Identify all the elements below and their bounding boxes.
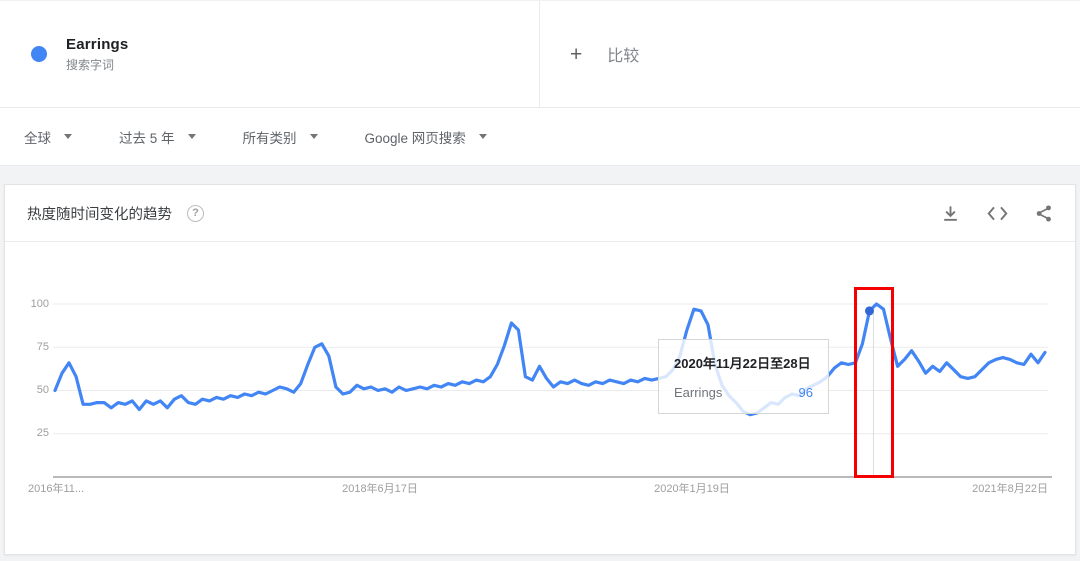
chart-tooltip: 2020年11月22日至28日 Earrings 96 bbox=[658, 339, 829, 414]
trend-card-title: 热度随时间变化的趋势 bbox=[27, 206, 172, 223]
filter-bar: 全球 过去 5 年 所有类别 Google 网页搜索 bbox=[0, 108, 1080, 166]
filter-timerange-dropdown[interactable]: 过去 5 年 bbox=[119, 127, 196, 147]
highlight-box bbox=[854, 287, 895, 478]
embed-icon[interactable] bbox=[987, 205, 1008, 222]
filter-category-dropdown[interactable]: 所有类别 bbox=[243, 127, 318, 147]
y-tick-label: 50 bbox=[36, 384, 49, 396]
chevron-down-icon bbox=[187, 134, 196, 139]
x-tick-label: 2021年8月22日 bbox=[972, 483, 1048, 495]
share-icon[interactable] bbox=[1035, 204, 1053, 223]
compare-label: 比较 bbox=[607, 48, 640, 65]
tooltip-value: 96 bbox=[798, 385, 813, 400]
chevron-down-icon bbox=[64, 134, 72, 139]
term-card-earrings[interactable]: Earrings 搜索字词 bbox=[0, 1, 540, 107]
chevron-down-icon bbox=[478, 134, 487, 139]
filter-region-dropdown[interactable]: 全球 bbox=[24, 127, 72, 147]
add-comparison-button[interactable]: + 比较 bbox=[540, 1, 1080, 107]
x-tick-label: 2018年6月17日 bbox=[342, 483, 418, 495]
download-icon[interactable] bbox=[941, 204, 960, 223]
section-gap bbox=[0, 166, 1080, 184]
tooltip-date-range: 2020年11月22日至28日 bbox=[674, 356, 811, 371]
x-tick-label: 2020年1月19日 bbox=[654, 483, 730, 495]
help-icon[interactable]: ? bbox=[187, 204, 204, 222]
series-color-dot-icon bbox=[31, 46, 47, 62]
y-tick-label: 75 bbox=[36, 340, 49, 353]
x-tick-label: 2016年11... bbox=[28, 483, 85, 495]
filter-searchtype-label: Google 网页搜索 bbox=[364, 130, 466, 146]
search-terms-bar: Earrings 搜索字词 + 比较 bbox=[0, 0, 1080, 108]
trend-chart-area[interactable]: 100 75 50 25 2016年11... 2018年6月17日 2020年1月19日… bbox=[5, 242, 1075, 554]
chevron-down-icon bbox=[309, 134, 318, 139]
plus-icon: + bbox=[570, 42, 583, 66]
y-tick-label: 25 bbox=[36, 427, 49, 440]
interest-over-time-card: 热度随时间变化的趋势 ? 100 75 50 25 201 bbox=[4, 184, 1076, 555]
filter-timerange-label: 过去 5 年 bbox=[119, 130, 175, 146]
tooltip-term: Earrings bbox=[674, 385, 723, 400]
y-tick-label: 100 bbox=[30, 297, 49, 310]
trend-card-header: 热度随时间变化的趋势 ? bbox=[5, 185, 1075, 242]
trend-chart-svg[interactable] bbox=[5, 242, 1075, 500]
filter-searchtype-dropdown[interactable]: Google 网页搜索 bbox=[365, 127, 487, 147]
term-type-label: 搜索字词 bbox=[66, 57, 115, 72]
filter-region-label: 全球 bbox=[24, 130, 51, 146]
term-title: Earrings bbox=[66, 35, 129, 53]
filter-category-label: 所有类别 bbox=[242, 130, 297, 146]
